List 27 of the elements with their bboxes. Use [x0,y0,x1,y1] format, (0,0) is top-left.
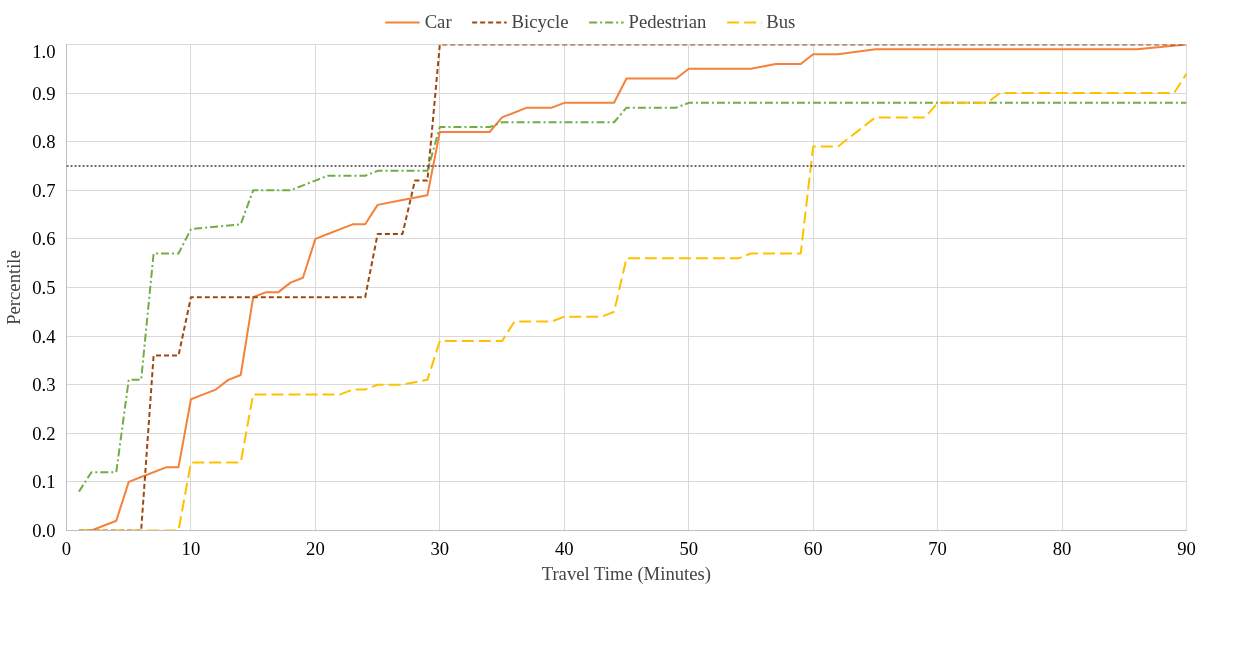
x-tick-label: 70 [928,537,947,559]
x-tick-label: 20 [306,537,325,559]
x-tick-label: 10 [181,537,201,559]
x-tick-label: 80 [1052,537,1072,559]
y-tick-label: 0.4 [32,325,57,347]
x-tick-label: 0 [61,537,72,559]
y-tick-label: 0.5 [32,277,56,298]
y-tick-label: 0.0 [32,520,56,541]
x-tick-label: 90 [1177,537,1196,559]
x-axis-title: Travel Time (Minutes) [541,562,711,585]
legend-label: Bicycle [511,11,569,33]
x-tick-label: 50 [679,537,699,559]
y-tick-label: 0.9 [32,82,56,104]
legend-label: Bus [766,11,796,33]
legend-label: Pedestrian [628,11,707,33]
y-tick-label: 0.2 [32,422,56,444]
y-tick-label: 0.8 [32,131,56,153]
x-tick-label: 60 [803,537,823,559]
x-tick-label: 30 [430,537,450,559]
y-tick-label: 1.0 [32,40,56,62]
x-tick-label: 40 [554,537,574,559]
legend-label: Car [424,11,452,33]
y-tick-label: 0.1 [32,471,56,493]
y-tick-label: 0.6 [32,228,56,250]
y-axis-title: Percentile [3,250,25,325]
y-tick-label: 0.7 [32,179,56,201]
y-tick-label: 0.3 [32,374,56,396]
